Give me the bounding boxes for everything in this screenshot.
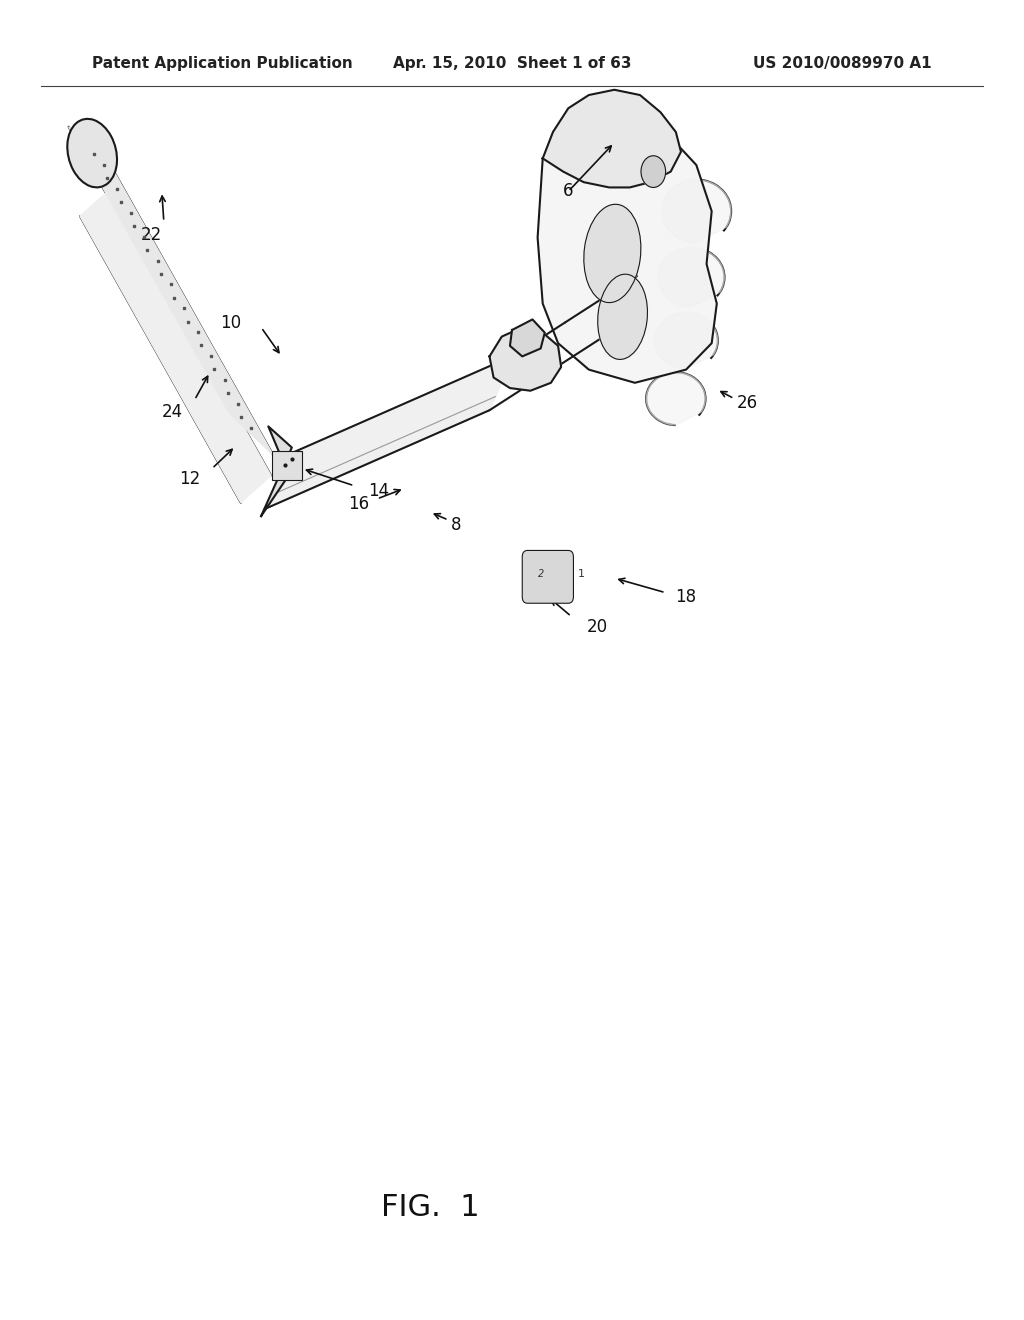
Text: Apr. 15, 2010  Sheet 1 of 63: Apr. 15, 2010 Sheet 1 of 63: [393, 55, 631, 71]
Text: 14: 14: [369, 482, 389, 500]
Polygon shape: [69, 127, 273, 455]
Ellipse shape: [68, 119, 117, 187]
Text: 16: 16: [348, 495, 369, 513]
Polygon shape: [658, 248, 724, 306]
Text: FIG.  1: FIG. 1: [381, 1193, 479, 1222]
Circle shape: [641, 156, 666, 187]
Polygon shape: [489, 327, 561, 391]
Text: US 2010/0089970 A1: US 2010/0089970 A1: [754, 55, 932, 71]
Polygon shape: [261, 426, 292, 516]
Polygon shape: [264, 355, 514, 510]
Text: 8: 8: [451, 516, 461, 535]
Text: 2: 2: [538, 569, 544, 579]
Polygon shape: [646, 372, 706, 425]
Text: 22: 22: [141, 226, 162, 244]
Text: 12: 12: [179, 470, 200, 488]
Text: 18: 18: [676, 587, 696, 606]
Polygon shape: [538, 116, 717, 383]
Polygon shape: [80, 189, 271, 503]
Text: 24: 24: [162, 403, 182, 421]
FancyBboxPatch shape: [272, 451, 302, 480]
Polygon shape: [662, 180, 731, 243]
FancyBboxPatch shape: [522, 550, 573, 603]
Polygon shape: [543, 90, 681, 187]
Text: 26: 26: [737, 393, 758, 412]
Polygon shape: [510, 319, 545, 356]
Ellipse shape: [598, 275, 647, 359]
Text: 20: 20: [587, 618, 607, 636]
Text: 10: 10: [220, 314, 241, 333]
Polygon shape: [654, 313, 718, 368]
Ellipse shape: [584, 205, 641, 302]
Text: Patent Application Publication: Patent Application Publication: [92, 55, 353, 71]
Text: 1: 1: [579, 569, 585, 579]
Text: 6: 6: [563, 182, 573, 201]
